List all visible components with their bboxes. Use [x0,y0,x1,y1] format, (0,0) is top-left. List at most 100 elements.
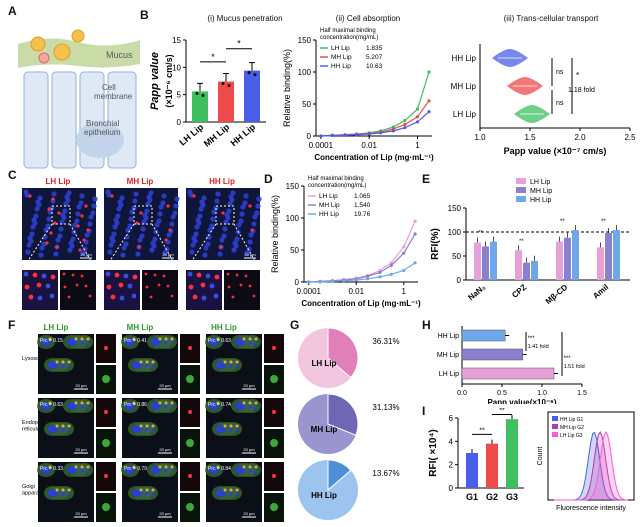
nucleus-dot [169,221,175,227]
col-title: MH Lip [127,323,154,332]
data-point [342,279,346,283]
nucleus-dot [158,204,164,210]
data-point [378,275,382,279]
coloc-dot [164,337,168,341]
nucleus-dot [247,239,253,245]
legend-swatch [552,416,558,421]
x-tick-label: 0.5 [497,390,507,397]
nucleus-dot [255,203,261,209]
nucleus-dot [234,236,240,242]
bar [564,237,571,280]
bar [531,260,538,280]
data-point [330,279,335,283]
prc-label: Prc = 0.86 [124,402,147,408]
nucleus-dot [251,221,257,227]
panel-label-d: D [264,172,273,186]
zoom-dot [37,295,43,301]
data-point [389,261,393,265]
nucleus-dot [227,201,233,207]
bar [556,241,563,280]
nucleus-dot [132,198,138,204]
nucleus-dot [210,216,216,222]
legend-value: 1.540 [354,202,371,209]
zoom-dot [188,284,194,290]
nucleus-dot [202,252,208,258]
coloc-dot [248,337,252,341]
cell-nucleus [209,402,219,410]
nucleus-dot [46,216,52,222]
data-point [201,93,205,97]
x-tick-label: 1.0 [537,390,547,397]
cell-nucleus [125,466,135,474]
liposome-dot [168,228,172,232]
nucleus-dot [69,243,75,249]
col-title: HH Lip [211,323,237,332]
bar [218,81,234,122]
x-tick-label: CPZ [510,283,528,300]
series-line [320,100,430,137]
zoom-dot [226,272,230,276]
nucleus-dot [25,249,31,255]
coloc-dot [216,337,220,341]
bar [613,230,620,280]
legend-label: MH Lip G2 [560,425,584,431]
zoom-line [69,223,97,271]
data-point [354,278,358,282]
zoom-dot [62,272,66,276]
zoom-line [151,223,179,271]
coloc-dot [55,488,59,492]
x-tick-label: MH Lip [202,122,232,149]
flow-frame [547,411,635,501]
panel-c-micrographs: LH Lip 20 μm MH Lip 20 μm HH Lip 20 μm [22,177,262,310]
y-tick-label: 0 [307,132,312,141]
nucleus-dot [74,218,80,224]
series-line [308,233,416,283]
zoom-dot [239,283,243,287]
flow-histogram [554,430,629,501]
nucleus-dot [118,202,124,208]
series-line [320,111,430,137]
nucleus-dot [152,236,158,242]
y-tick-label: 50 [290,246,299,255]
nucleus-dot [242,200,248,206]
y-tick-label: 150 [298,36,312,45]
nucleus-dot [189,249,195,255]
fold-label: 1.51 fold [564,364,585,370]
prc-label: Prc = 0.63 [40,402,63,408]
cell-nucleus [132,361,142,369]
nucleus-dot [34,206,40,212]
scale-bar-label: 20 μm [159,383,171,388]
scale-bar-label: 20 μm [75,511,87,516]
flow-x-label: Fluorescence intensity [556,505,626,512]
nucleus-dot [75,211,81,217]
h-chart: 0.0 0.5 1.0 1.5 Papp value(×10⁻⁶) HH Lip MH Li… [437,326,587,404]
nucleus-dot [160,200,166,206]
coloc-dot [254,465,258,469]
col-title: LH Lip [46,177,71,186]
nucleus-dot [111,231,117,237]
nucleus-dot [141,219,147,225]
nucleus-dot [110,238,116,244]
nucleus-dot [229,197,235,203]
zoom-dot [132,274,138,280]
legend-swatch [516,178,526,184]
nucleus-dot [66,190,72,196]
scale-bar-label: 20 μm [159,447,171,452]
nucleus-dot [203,245,209,251]
coloc-dot [158,337,162,341]
coloc-dot [242,465,246,469]
nucleus-dot [29,231,35,237]
nucleus-dot [58,226,64,232]
coloc-dot [242,337,246,341]
data-point [391,129,395,133]
liposome-dot [49,231,53,235]
nucleus-dot [137,237,143,243]
zoom-dot [192,294,198,300]
nucleus-dot [193,231,199,237]
nucleus-dot [206,234,212,240]
nucleus-dot [248,232,254,238]
nucleus-dot [51,191,57,197]
y-tick-label: LH Lip [453,110,477,119]
cell-nucleus [48,361,58,369]
data-point [319,134,323,138]
